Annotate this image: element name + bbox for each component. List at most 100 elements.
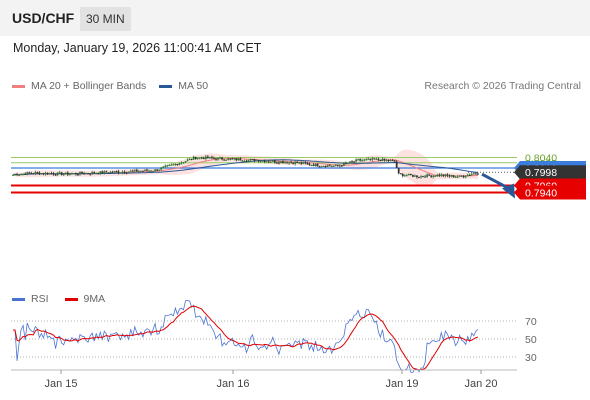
rsi-line bbox=[13, 299, 479, 373]
candle-body bbox=[229, 158, 232, 160]
candle-body bbox=[257, 160, 260, 162]
ma9-legend-label: 9MA bbox=[83, 293, 106, 305]
candle-body bbox=[263, 160, 266, 163]
candle-body bbox=[22, 173, 25, 175]
candle-body bbox=[225, 159, 228, 161]
candle-body bbox=[168, 164, 171, 166]
candle-body bbox=[322, 165, 325, 167]
candle-body bbox=[235, 158, 238, 161]
candle-body bbox=[83, 173, 85, 175]
candle-body bbox=[462, 176, 465, 178]
candle-body bbox=[265, 161, 268, 163]
candle-body bbox=[38, 172, 41, 175]
candle-body bbox=[188, 158, 191, 160]
candle-body bbox=[466, 174, 469, 177]
candle-body bbox=[50, 173, 53, 175]
ma9-swatch bbox=[64, 297, 78, 301]
candle-body bbox=[44, 172, 47, 174]
candle-body bbox=[355, 159, 357, 162]
candle-body bbox=[312, 164, 315, 166]
candle-body bbox=[231, 158, 234, 160]
candle-body bbox=[340, 165, 343, 167]
candle-body bbox=[131, 170, 134, 172]
candle-body bbox=[332, 165, 335, 167]
candle-body bbox=[456, 176, 459, 178]
candle-body bbox=[267, 161, 270, 163]
candle-body bbox=[389, 160, 392, 162]
candle-body bbox=[424, 176, 426, 178]
price-level-lines bbox=[11, 157, 517, 194]
candle-body bbox=[255, 160, 258, 162]
candle-body bbox=[81, 172, 83, 174]
candle-body bbox=[97, 173, 100, 175]
candle-body bbox=[117, 171, 120, 173]
candle-body bbox=[133, 169, 136, 171]
candle-body bbox=[474, 173, 477, 175]
candle-body bbox=[324, 165, 327, 167]
candle-body bbox=[142, 170, 144, 172]
candle-body bbox=[414, 175, 416, 177]
candle-body bbox=[32, 173, 35, 175]
candle-body bbox=[336, 164, 339, 166]
candle-body bbox=[328, 165, 331, 167]
candle-body bbox=[276, 162, 278, 164]
rsi-level-label-70: 70 bbox=[525, 316, 537, 328]
candle-body bbox=[211, 157, 213, 159]
candle-body bbox=[442, 174, 445, 176]
rsi-legend-label: RSI bbox=[31, 293, 49, 305]
candle-body bbox=[450, 175, 453, 177]
price-tag-0.7998 bbox=[514, 165, 586, 180]
candle-body bbox=[245, 160, 248, 162]
x-tick-label: Jan 20 bbox=[464, 378, 497, 390]
candle-body bbox=[103, 171, 106, 174]
candle-body bbox=[54, 174, 57, 176]
candle-body bbox=[347, 163, 349, 165]
candle-body bbox=[284, 162, 286, 164]
candle-body bbox=[472, 173, 475, 175]
candle-body bbox=[302, 162, 305, 164]
x-axis: Jan 15 Jan 16 Jan 19 Jan 20 bbox=[11, 369, 517, 390]
ma50-legend-label: MA 50 bbox=[178, 80, 209, 92]
candle-body bbox=[180, 162, 183, 164]
timeframe-button[interactable]: 30 MIN bbox=[80, 7, 131, 31]
candle-body bbox=[464, 176, 467, 178]
candle-body bbox=[156, 169, 159, 171]
candle-body bbox=[111, 171, 114, 173]
candle-body bbox=[107, 172, 110, 174]
candle-body bbox=[430, 175, 433, 177]
candle-body bbox=[196, 158, 199, 160]
candle-body bbox=[48, 173, 51, 175]
candle-body bbox=[190, 158, 193, 160]
candle-body bbox=[412, 175, 414, 177]
ma20-swatch bbox=[12, 84, 25, 88]
candle-body bbox=[379, 159, 382, 162]
candle-body bbox=[89, 173, 92, 175]
candle-body bbox=[164, 165, 167, 167]
candle-body bbox=[95, 173, 98, 175]
candle-body bbox=[373, 158, 376, 160]
candle-body bbox=[66, 172, 69, 175]
candle-body bbox=[318, 166, 321, 168]
candle-body bbox=[385, 160, 388, 162]
price-tag-0.7940 bbox=[514, 185, 586, 200]
ma20-legend-label: MA 20 + Bollinger Bands bbox=[31, 80, 147, 92]
x-tick-label: Jan 15 bbox=[44, 378, 77, 390]
candle-body bbox=[77, 174, 79, 176]
candle-body bbox=[438, 174, 441, 176]
candle-body bbox=[247, 159, 250, 162]
candle-body bbox=[353, 161, 355, 163]
candle-body bbox=[162, 166, 165, 168]
candle-body bbox=[160, 167, 163, 170]
candle-body bbox=[391, 160, 394, 162]
candle-body bbox=[338, 165, 341, 167]
candle-body bbox=[204, 156, 207, 160]
ma50-swatch bbox=[159, 84, 173, 88]
candle-body bbox=[286, 162, 288, 164]
candle-body bbox=[261, 160, 264, 162]
candle-body bbox=[105, 171, 108, 173]
candle-body bbox=[150, 170, 152, 172]
price-label-0.7998: 0.7998 bbox=[525, 167, 557, 179]
candle-body bbox=[14, 174, 16, 176]
candle-body bbox=[154, 169, 156, 171]
